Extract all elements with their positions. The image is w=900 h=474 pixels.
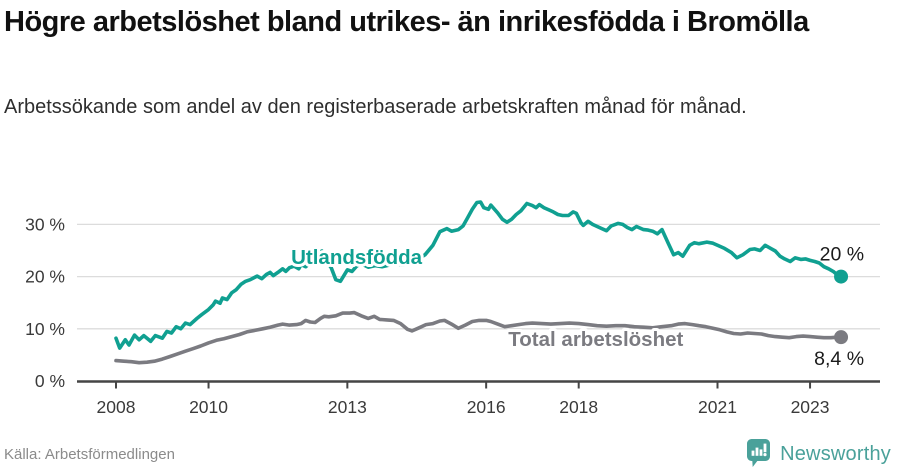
x-tick-label: 2018 — [559, 397, 598, 417]
series-end-dot — [834, 330, 849, 345]
x-tick-label: 2021 — [698, 397, 737, 417]
newsworthy-badge-icon — [747, 439, 771, 467]
y-tick-label: 10 % — [25, 319, 65, 339]
y-tick-label: 30 % — [25, 214, 65, 234]
series-line-utlandsfodda — [114, 200, 843, 350]
series-line-total — [114, 310, 843, 365]
newsworthy-logo: Newsworthy — [746, 438, 891, 470]
y-tick-label: 0 % — [35, 371, 65, 391]
series-end-dot — [834, 269, 849, 284]
chart-title: Högre arbetslöshet bland utrikes- än inr… — [4, 6, 809, 38]
series-label: Total arbetslöshet — [508, 328, 683, 351]
x-tick-label: 2016 — [467, 397, 506, 417]
x-tick-label: 2008 — [97, 397, 136, 417]
series-end-value-label: 20 % — [820, 244, 864, 266]
series-label: Utlandsfödda — [291, 246, 423, 269]
series-end-value-label: 8,4 % — [814, 348, 864, 370]
newsworthy-logo-text: Newsworthy — [780, 442, 891, 465]
chart-subtitle: Arbetssökande som andel av den registerb… — [4, 96, 747, 118]
source-note: Källa: Arbetsförmedlingen — [4, 446, 175, 463]
x-tick-label: 2010 — [189, 397, 228, 417]
x-tick-label: 2023 — [791, 397, 830, 417]
y-tick-label: 20 % — [25, 267, 65, 287]
x-tick-label: 2013 — [328, 397, 367, 417]
